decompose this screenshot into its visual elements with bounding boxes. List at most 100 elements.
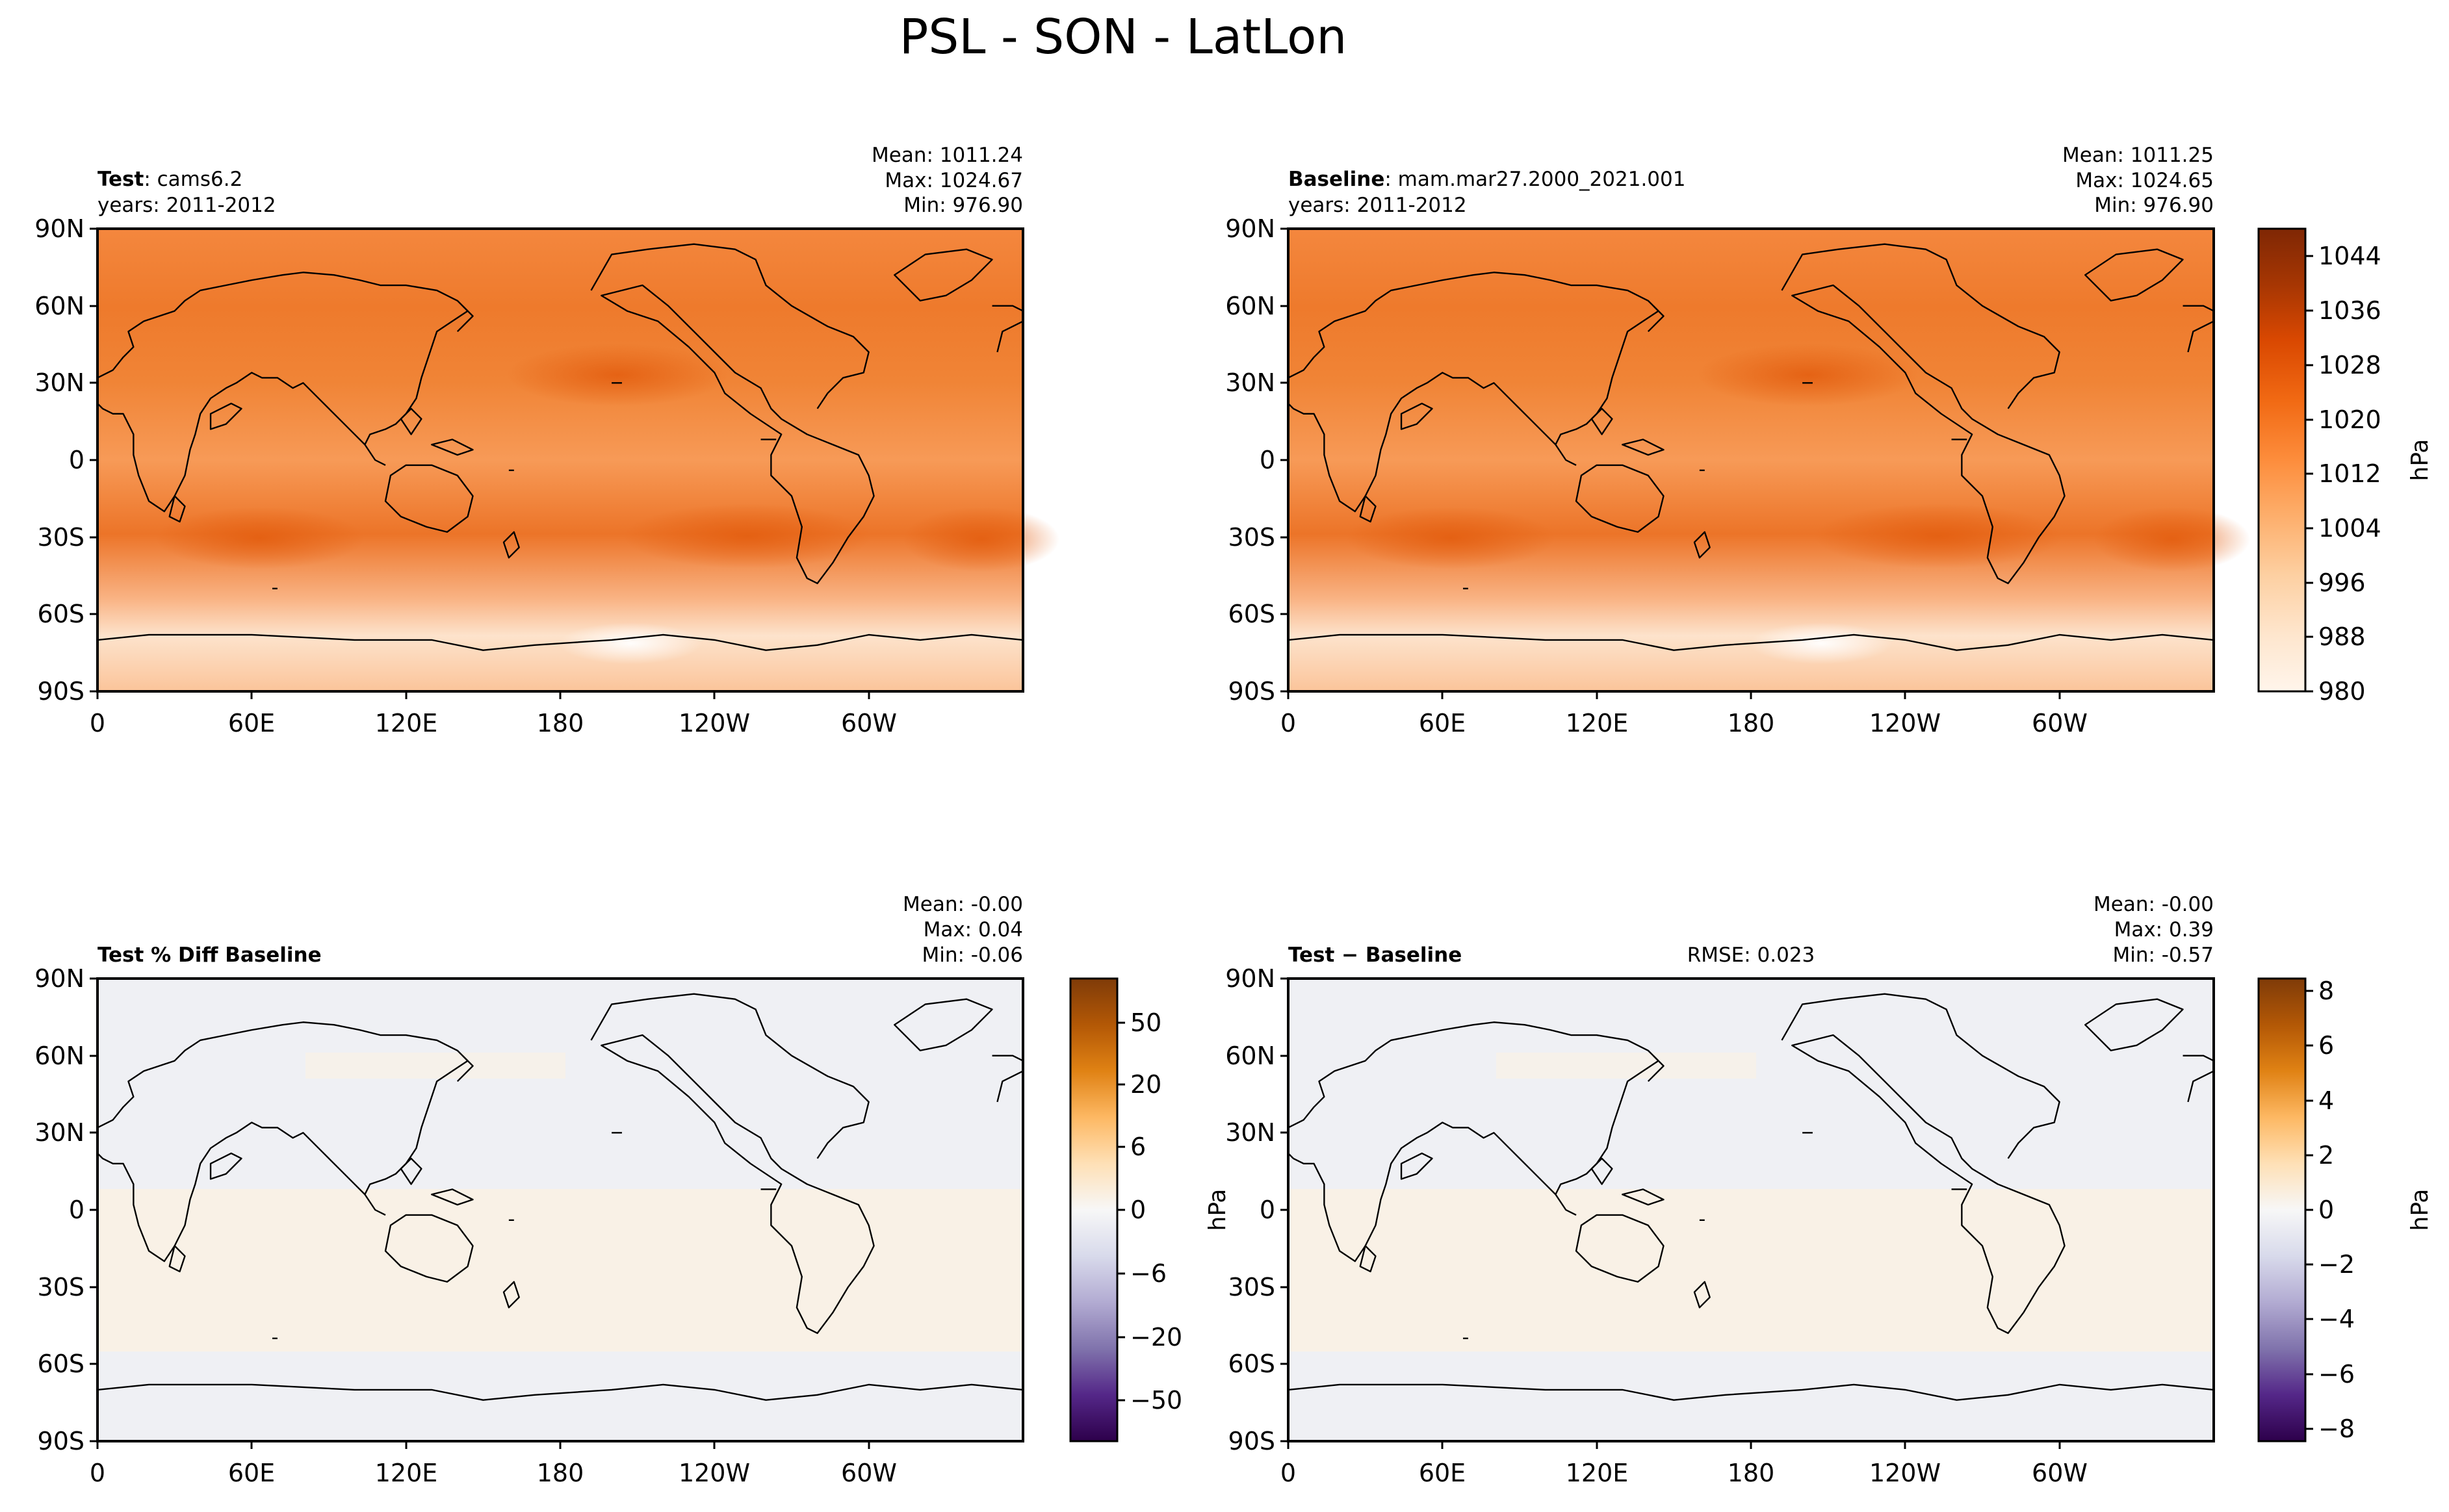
pct-diff-xtick: 60E [228, 1459, 275, 1487]
pct-diff-ytick: 90S [38, 1427, 84, 1455]
diff-xtick: 60W [2032, 1459, 2088, 1487]
test-high-s-atlantic [903, 507, 1059, 572]
test-xtick: 60W [841, 709, 897, 737]
baseline-colorbar-tick: 1028 [2318, 351, 2381, 379]
test-map-field [97, 229, 1023, 691]
baseline-ytick: 90N [1225, 214, 1275, 243]
pct-diff-colorbar-tick: 6 [1130, 1133, 1146, 1161]
baseline-high-s-pacific [1815, 504, 2062, 569]
diff-xticks: 0 60E 120E 180 120W 60W [1280, 1459, 2088, 1487]
baseline-xtick: 0 [1280, 709, 1296, 737]
baseline-ytick: 60N [1225, 292, 1275, 320]
test-xtick: 180 [537, 709, 584, 737]
test-xtick-marks [96, 691, 870, 699]
diff-rmse: RMSE: 0.023 [1687, 943, 1815, 967]
baseline-colorbar-tick: 1044 [2318, 242, 2381, 270]
diff-colorbar-label: hPa [2407, 1189, 2433, 1231]
diff-warm-band-south [1288, 1189, 2214, 1352]
test-label-rest: : cams6.2 [144, 168, 242, 191]
pct-diff-xtick: 120E [375, 1459, 438, 1487]
baseline-colorbar-tick: 988 [2318, 622, 2366, 651]
diff-colorbar-ticks: 8 6 4 2 0 −2 −4 −6 −8 [2318, 977, 2355, 1443]
baseline-colorbar-ramp [2257, 227, 2307, 693]
pct-diff-colorbar-tick: 0 [1130, 1196, 1146, 1224]
pct-diff-xticks: 0 60E 120E 180 120W 60W [90, 1459, 897, 1487]
baseline-mean: Mean: 1011.25 [2062, 144, 2214, 167]
pct-diff-ytick: 60N [34, 1042, 84, 1070]
pct-diff-colorbar-tick: −50 [1130, 1386, 1182, 1415]
pct-diff-colorbar-tick: 50 [1130, 1008, 1161, 1037]
baseline-high-s-atlantic [2094, 507, 2250, 572]
test-ytick: 30S [38, 523, 84, 552]
pct-diff-colorbar-ramp [1069, 977, 1119, 1442]
test-map [96, 227, 1059, 693]
test-mean: Mean: 1011.24 [872, 144, 1023, 167]
pct-diff-xtick-marks [96, 1441, 870, 1449]
baseline-max: Max: 1024.65 [2075, 169, 2214, 192]
test-yticks: 90N 60N 30N 0 30S 60S 90S [34, 214, 84, 706]
baseline-xtick: 60E [1419, 709, 1466, 737]
diff-warm-band-north [1496, 1053, 1756, 1079]
test-min: Min: 976.90 [903, 194, 1023, 217]
baseline-colorbar-label: hPa [2407, 439, 2433, 481]
pct-diff-colorbar-tick: −20 [1130, 1323, 1182, 1352]
pct-diff-ytick: 90N [34, 964, 84, 993]
panel-pct-diff: Test % Diff Baseline Mean: -0.00 Max: 0.… [34, 893, 1231, 1487]
diff-colorbar-tick-marks [2305, 990, 2313, 1430]
baseline-min: Min: 976.90 [2094, 194, 2214, 217]
baseline-label-rest: : mam.mar27.2000_2021.001 [1384, 168, 1685, 191]
diff-colorbar-ramp [2257, 977, 2307, 1442]
test-ytick: 90S [38, 677, 84, 706]
diff-ytick: 0 [1260, 1196, 1275, 1224]
test-low-antarctic [559, 622, 702, 664]
diff-xtick: 60E [1419, 1459, 1466, 1487]
baseline-map [1287, 227, 2250, 693]
pct-diff-xtick: 0 [90, 1459, 105, 1487]
baseline-low-antarctic [1750, 622, 1893, 664]
baseline-colorbar-ticks: 1044 1036 1028 1020 1012 1004 996 988 98… [2318, 242, 2381, 706]
panel-baseline: Baseline: mam.mar27.2000_2021.001 years:… [1225, 144, 2433, 737]
baseline-xtick-marks [1287, 691, 2061, 699]
test-xtick: 0 [90, 709, 105, 737]
pct-diff-yticks: 90N 60N 30N 0 30S 60S 90S [34, 964, 84, 1455]
test-high-s-pacific [624, 504, 871, 569]
baseline-colorbar-tick: 1012 [2318, 459, 2381, 488]
baseline-colorbar: 1044 1036 1028 1020 1012 1004 996 988 98… [2257, 227, 2433, 706]
figure-title: PSL - SON - LatLon [900, 9, 1347, 65]
pct-diff-ytick: 30S [38, 1273, 84, 1301]
diff-max: Max: 0.39 [2114, 918, 2214, 942]
diff-map [1287, 977, 2215, 1442]
test-ytick: 30N [34, 368, 84, 397]
pct-diff-label: Test % Diff Baseline [97, 943, 322, 967]
pct-diff-colorbar-tick-marks [1117, 1021, 1125, 1402]
diff-label: Test − Baseline [1288, 943, 1462, 967]
pct-diff-colorbar: 50 20 6 0 −6 −20 −50 hPa [1069, 977, 1231, 1442]
test-ytick: 0 [69, 446, 84, 474]
test-max: Max: 1024.67 [885, 169, 1023, 192]
test-xtick: 120E [375, 709, 438, 737]
diff-ytick-marks [1280, 977, 1288, 1442]
test-ytick: 90N [34, 214, 84, 243]
diff-xtick-marks [1287, 1441, 2061, 1449]
test-xticks: 0 60E 120E 180 120W 60W [90, 709, 897, 737]
baseline-ytick: 0 [1260, 446, 1275, 474]
pct-diff-mean: Mean: -0.00 [903, 893, 1023, 916]
diff-colorbar-tick: −6 [2318, 1360, 2355, 1389]
baseline-colorbar-tick: 1020 [2318, 405, 2381, 434]
diff-xtick: 120W [1869, 1459, 1941, 1487]
test-xtick: 120W [679, 709, 750, 737]
baseline-xtick: 60W [2032, 709, 2088, 737]
diff-colorbar-tick: −8 [2318, 1415, 2355, 1443]
diff-colorbar-tick: −4 [2318, 1305, 2355, 1333]
pct-diff-min: Min: -0.06 [922, 943, 1023, 967]
baseline-xtick: 180 [1728, 709, 1775, 737]
test-ytick: 60N [34, 292, 84, 320]
diff-colorbar-tick: −2 [2318, 1250, 2355, 1279]
baseline-colorbar-tick: 1004 [2318, 514, 2381, 543]
baseline-ytick-marks [1280, 227, 1288, 693]
baseline-years: years: 2011-2012 [1288, 194, 1467, 217]
pct-diff-max: Max: 0.04 [924, 918, 1023, 942]
baseline-label-bold: Baseline [1288, 168, 1384, 191]
diff-xtick: 0 [1280, 1459, 1296, 1487]
